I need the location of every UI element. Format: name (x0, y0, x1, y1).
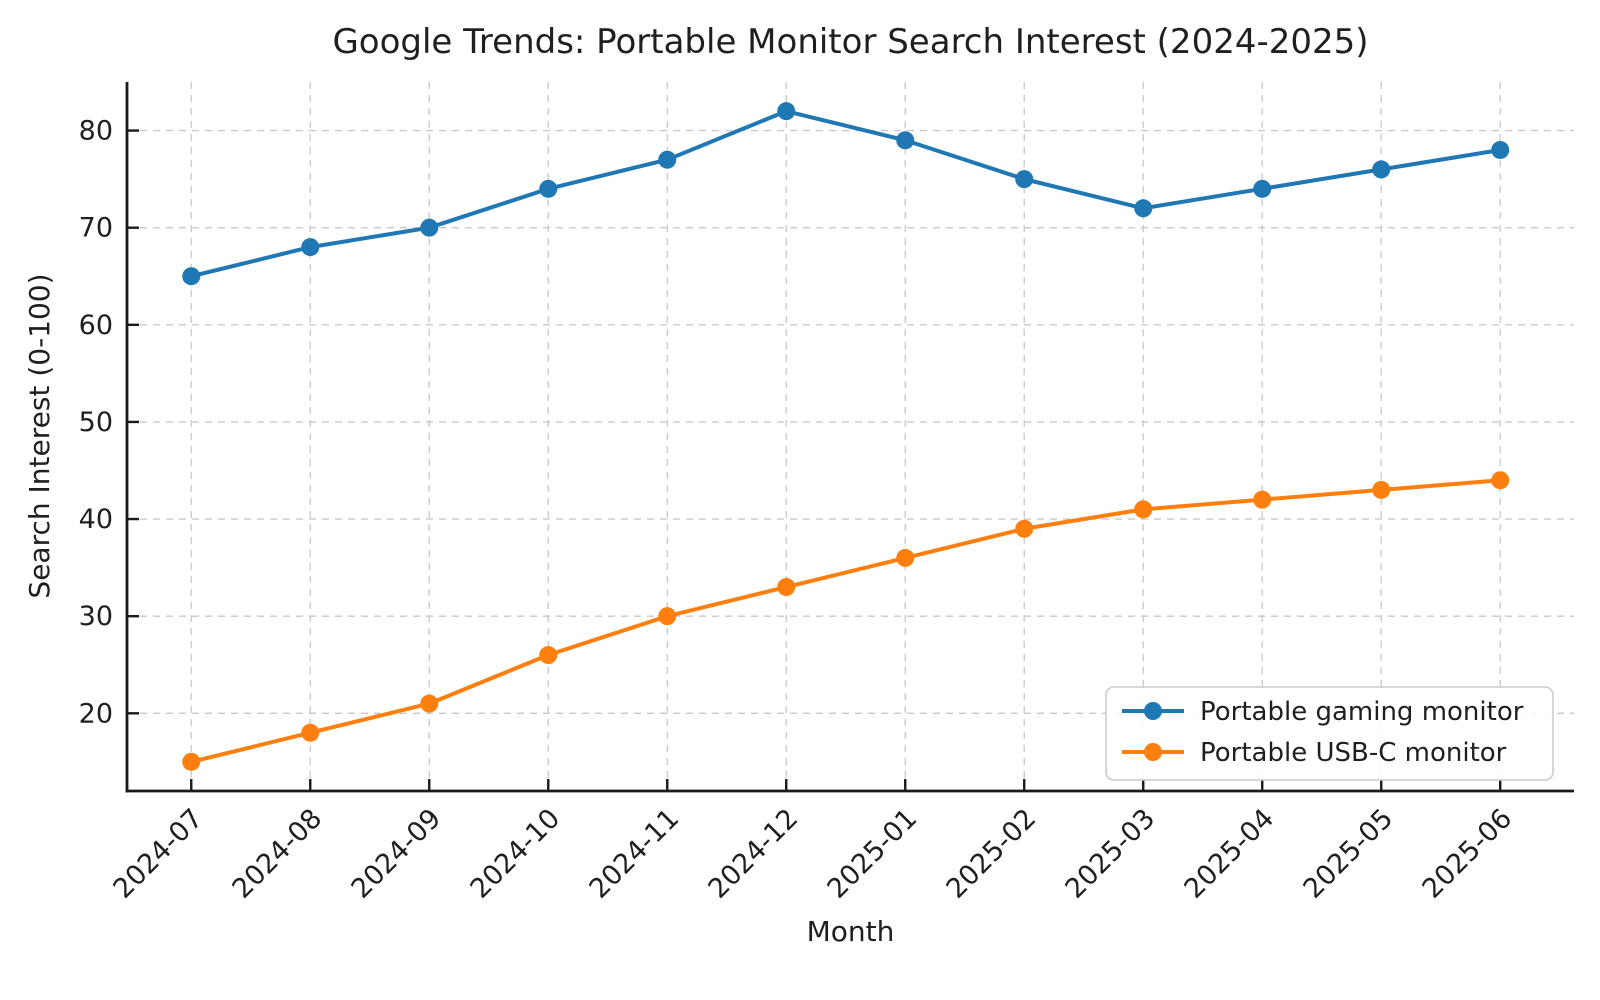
x-tick-label: 2025-05 (1297, 803, 1399, 905)
legend: Portable gaming monitor Portable USB-C mo… (1105, 686, 1554, 781)
x-tick-label: 2025-04 (1178, 803, 1280, 905)
data-point (896, 548, 915, 567)
x-tick-label: 2024-12 (703, 803, 805, 905)
x-tick-label: 2024-10 (465, 803, 567, 905)
x-tick-label: 2025-06 (1416, 803, 1518, 905)
data-point (1134, 500, 1153, 519)
series-line (189, 478, 1503, 764)
data-point (539, 646, 558, 665)
data-point (658, 150, 677, 169)
y-tick-label: 60 (79, 310, 113, 341)
data-point (182, 267, 201, 286)
data-point (1134, 199, 1153, 218)
data-point (301, 723, 320, 742)
data-point (1253, 490, 1272, 509)
x-tick-label: 2024-08 (227, 803, 329, 905)
y-tick-label: 30 (79, 601, 113, 632)
x-tick-label: 2024-11 (584, 803, 686, 905)
data-point (896, 131, 915, 150)
data-point (420, 694, 439, 713)
data-point (658, 607, 677, 626)
data-point (1372, 160, 1391, 179)
x-tick-label: 2024-09 (346, 803, 448, 905)
y-tick-label: 70 (79, 213, 113, 244)
x-tick-label: 2024-07 (108, 803, 210, 905)
data-point (1491, 471, 1510, 490)
data-point (777, 578, 796, 597)
data-point (1015, 519, 1034, 538)
legend-label: Portable gaming monitor (1200, 697, 1524, 727)
data-point (1253, 179, 1272, 198)
x-axis-label: Month (806, 915, 895, 948)
x-tick-label: 2025-01 (821, 803, 923, 905)
series-line (189, 109, 1503, 279)
data-point (1491, 140, 1510, 159)
data-point (1015, 170, 1034, 189)
legend-swatch-marker (1144, 702, 1162, 720)
data-point (301, 238, 320, 257)
y-tick-label: 50 (79, 407, 113, 438)
legend-box (1105, 686, 1554, 781)
y-tick-label: 40 (79, 504, 113, 535)
legend-label: Portable USB-C monitor (1200, 738, 1507, 768)
y-tick-label: 80 (79, 116, 113, 147)
legend-swatch-marker (1144, 743, 1162, 761)
data-point (182, 752, 201, 771)
chart-title: Google Trends: Portable Monitor Search I… (332, 22, 1369, 62)
data-point (1372, 480, 1391, 499)
data-point (420, 218, 439, 237)
x-tick-label: 2025-03 (1059, 803, 1161, 905)
y-tick-label: 20 (79, 698, 113, 729)
data-point (539, 179, 558, 198)
x-tick-label: 2025-02 (940, 803, 1042, 905)
data-point (777, 102, 796, 121)
